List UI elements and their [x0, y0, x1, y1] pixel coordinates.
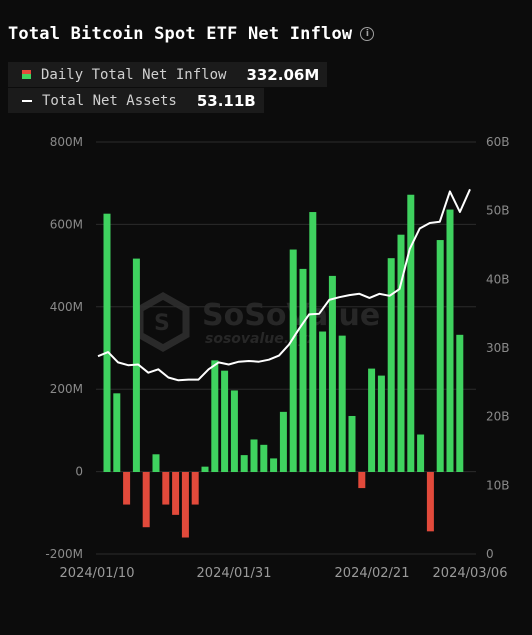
inflow-bar[interactable] [181, 472, 189, 538]
inflow-bar[interactable] [417, 434, 425, 472]
inflow-bar[interactable] [260, 444, 268, 472]
net-assets-line-group [97, 188, 471, 382]
inflow-bar[interactable] [279, 411, 287, 472]
inflow-bar[interactable] [309, 212, 317, 473]
inflow-bar[interactable] [240, 455, 248, 472]
watermark-url: sosovalue.xyz [205, 331, 316, 347]
right-tick-label: 0 [486, 547, 494, 561]
left-tick-label: 200M [50, 382, 83, 396]
legend-daily-inflow[interactable]: Daily Total Net Inflow 332.06M [8, 62, 328, 87]
inflow-bar[interactable] [436, 240, 444, 472]
chart-title: Total Bitcoin Spot ETF Net Inflow [8, 24, 353, 44]
right-tick-label: 10B [486, 478, 510, 492]
left-tick-label: 400M [50, 300, 83, 314]
inflow-bar[interactable] [289, 249, 297, 472]
inflow-bar[interactable] [387, 258, 395, 472]
info-icon[interactable]: i [360, 27, 375, 41]
x-tick-label: 2024/02/21 [335, 566, 410, 581]
legend-assets-label: Total Net Assets [42, 92, 177, 109]
left-tick-label: 600M [50, 217, 83, 231]
right-axis-ticks: 0 10B 20B 30B 40B 50B 60B [486, 135, 510, 561]
right-tick-label: 40B [486, 272, 510, 286]
svg-text:S: S [154, 311, 170, 336]
inflow-bar[interactable] [250, 439, 258, 472]
inflow-bar[interactable] [191, 472, 199, 505]
sosovalue-logo-icon: S [136, 291, 190, 353]
inflow-bar[interactable] [368, 368, 376, 472]
x-axis-ticks: 2024/01/10 2024/01/31 2024/02/21 2024/03/06 [60, 566, 508, 581]
inflow-bar[interactable] [201, 466, 209, 472]
inflow-bar[interactable] [162, 472, 170, 505]
left-tick-label: -200M [45, 547, 83, 561]
x-tick-label: 2024/03/06 [433, 566, 508, 581]
inflow-bar[interactable] [358, 472, 366, 489]
inflow-bar[interactable] [142, 472, 150, 528]
inflow-bar[interactable] [426, 472, 434, 532]
inflow-bar[interactable] [446, 209, 454, 472]
right-tick-label: 60B [486, 135, 510, 149]
line-swatch-icon [22, 99, 32, 102]
inflow-bar[interactable] [230, 390, 238, 472]
inflow-bar[interactable] [328, 275, 336, 472]
inflow-bar[interactable] [348, 415, 356, 472]
left-tick-label: 0 [75, 465, 83, 479]
right-tick-label: 20B [486, 410, 510, 424]
inflow-bar[interactable] [407, 194, 415, 472]
left-axis-ticks: -200M 0 200M 400M 600M 800M [45, 135, 83, 561]
x-tick-label: 2024/01/10 [60, 566, 135, 581]
x-tick-label: 2024/01/31 [197, 566, 272, 581]
inflow-bar[interactable] [299, 268, 307, 472]
inflow-bar[interactable] [270, 458, 278, 472]
net-assets-line[interactable] [97, 188, 471, 382]
legend-assets-value: 53.11B [196, 91, 256, 110]
inflow-bar[interactable] [377, 375, 385, 472]
inflow-bar[interactable] [319, 331, 327, 472]
legend-net-assets[interactable]: Total Net Assets 53.11B [8, 88, 264, 113]
legend-inflow-value: 332.06M [246, 65, 320, 84]
inflow-bar[interactable] [221, 370, 229, 472]
inflow-bar[interactable] [338, 335, 346, 472]
chart-header: Total Bitcoin Spot ETF Net Inflow i [8, 24, 375, 44]
right-tick-label: 50B [486, 204, 510, 218]
bar-swatch-icon [22, 70, 31, 79]
inflow-bar[interactable] [123, 472, 131, 505]
inflow-bar[interactable] [103, 213, 111, 473]
inflow-bar[interactable] [172, 472, 180, 515]
inflow-bar[interactable] [152, 454, 160, 472]
inflow-bars [103, 194, 464, 538]
inflow-bar[interactable] [397, 234, 405, 472]
legend-inflow-label: Daily Total Net Inflow [41, 66, 227, 83]
inflow-bar[interactable] [456, 334, 464, 472]
right-tick-label: 30B [486, 341, 510, 355]
inflow-bar[interactable] [211, 360, 219, 472]
inflow-bar[interactable] [113, 393, 121, 472]
left-tick-label: 800M [50, 135, 83, 149]
